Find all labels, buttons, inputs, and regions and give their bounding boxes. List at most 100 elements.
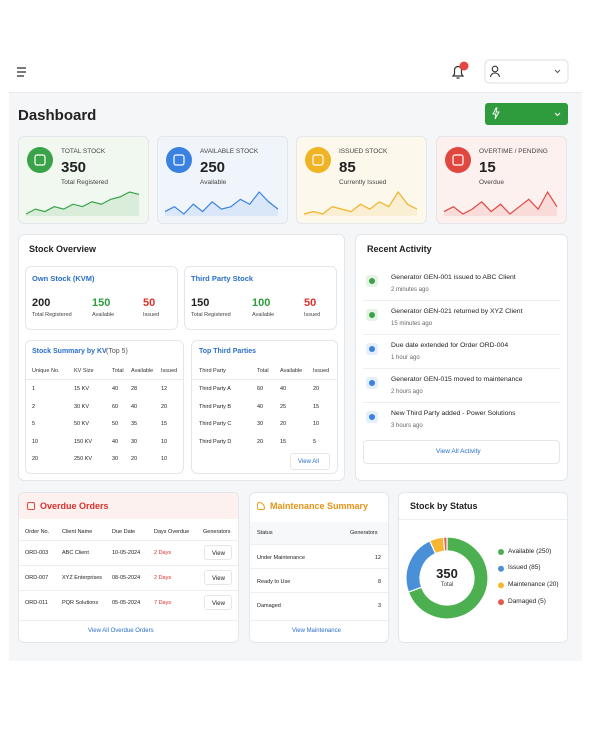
table-cell: 40 — [257, 403, 264, 410]
activity-time: 15 minutes ago — [391, 321, 433, 327]
panel-link[interactable]: View Maintenance — [292, 628, 341, 634]
table-cell: PQR Solutions — [62, 600, 99, 606]
table-cell: 30 — [112, 456, 119, 462]
legend-label: Available (250) — [508, 547, 552, 555]
column-header: Client Name — [62, 529, 93, 535]
stat-icon — [445, 147, 471, 173]
table-cell: 12 — [374, 555, 381, 561]
table-cell: 15 — [280, 439, 287, 446]
menu-icon[interactable] — [17, 67, 26, 77]
column-header: Status — [257, 530, 273, 536]
panel-title: Stock Overview — [29, 244, 97, 254]
column-header: Order No. — [25, 529, 50, 535]
column-header: Available — [131, 368, 154, 374]
table-cell: Damaged — [257, 603, 281, 609]
panel-title: Recent Activity — [367, 244, 432, 254]
view-button[interactable] — [204, 595, 232, 610]
stat-value: 15 — [479, 159, 496, 176]
stat-caption: Total Registered — [61, 179, 108, 186]
table-note: (Top 5) — [106, 348, 128, 355]
view-all-activity-button[interactable] — [363, 440, 560, 464]
stat-icon-glyph — [312, 154, 324, 166]
table-cell: 30 — [131, 438, 138, 445]
table-cell: 15 — [161, 421, 168, 427]
table-cell: Third Party A — [199, 386, 231, 392]
table-cell: 20 — [313, 386, 320, 392]
view-all-button[interactable] — [290, 453, 330, 470]
quick-actions-button[interactable] — [485, 103, 568, 125]
view-button[interactable] — [204, 570, 232, 585]
activity-icon-dot — [369, 278, 375, 284]
table-cell: 30 KV — [74, 403, 89, 410]
user-menu[interactable] — [484, 59, 569, 84]
column-header: Generators — [203, 529, 231, 535]
table-cell: 3 — [377, 603, 381, 609]
table-cell: 15 — [313, 403, 320, 410]
table-cell: ABC Client — [62, 550, 89, 556]
activity-text: Generator GEN-001 issued to ABC Client — [391, 274, 516, 281]
box-title: Own Stock (KVM) — [32, 274, 95, 283]
column-header: Generators — [350, 530, 378, 536]
table-cell: 25 — [280, 403, 287, 410]
table-cell: 150 KV — [74, 438, 93, 445]
stat-number: 100 — [252, 297, 271, 309]
activity-time: 2 minutes ago — [391, 287, 429, 293]
sparkline-area — [304, 192, 417, 216]
sparkline — [164, 191, 279, 215]
table-cell: ORD-007 — [25, 575, 49, 581]
table-cell: 60 — [112, 403, 119, 410]
stat-number: 50 — [143, 297, 156, 309]
table-cell: 50 KV — [74, 421, 89, 427]
column-header: Third Party — [199, 368, 226, 374]
stat-number: 50 — [304, 297, 317, 309]
notification-badge — [459, 61, 469, 71]
table-cell: ORD-003 — [25, 550, 49, 556]
table-cell: 60 — [257, 386, 264, 392]
button-label[interactable]: View All — [298, 459, 319, 465]
table-cell: Third Party B — [199, 403, 232, 410]
table-cell: 12 — [161, 386, 168, 392]
table-cell: 05-05-2024 — [112, 600, 141, 606]
button-label[interactable]: View — [212, 601, 225, 607]
activity-icon-dot — [369, 346, 375, 352]
stat-label: OVERTIME / PENDING — [479, 148, 548, 155]
stat-label: TOTAL STOCK — [61, 148, 106, 155]
table-cell: 10 — [313, 421, 320, 428]
table-divider — [19, 540, 238, 541]
sparkline-area — [165, 192, 278, 216]
table-cell: 20 — [280, 421, 287, 428]
activity-time: 1 hour ago — [391, 355, 420, 361]
view-button[interactable] — [204, 545, 232, 560]
sparkline — [443, 190, 558, 215]
table-cell: 20 — [131, 456, 138, 462]
table-divider — [250, 544, 388, 545]
panel-title: Overdue Orders — [40, 501, 109, 511]
bell-icon[interactable] — [451, 65, 465, 79]
stat-value: 85 — [339, 159, 356, 176]
activity-time: 2 hours ago — [391, 389, 423, 395]
legend-label: Issued (85) — [508, 564, 541, 572]
column-header: Total — [257, 368, 269, 374]
column-header: KV Size — [74, 368, 94, 374]
column-header: Issued — [161, 368, 178, 374]
table-cell: 5 — [32, 421, 36, 427]
table-cell: 10 — [161, 438, 168, 445]
chevron — [554, 69, 561, 74]
table-cell: 08-05-2024 — [112, 575, 141, 581]
column-header: Days Overdue — [154, 529, 190, 535]
button-label[interactable]: View All Activity — [436, 448, 481, 455]
button-label[interactable]: View — [212, 576, 225, 582]
legend-swatch — [498, 565, 504, 572]
panel-footer-divider — [19, 620, 238, 621]
table-title: Stock Summary by KV — [32, 348, 107, 355]
button-label[interactable]: View — [212, 551, 225, 557]
stat-value: 250 — [200, 159, 226, 176]
column-header: Total — [112, 368, 124, 374]
panel-link[interactable]: View All Overdue Orders — [88, 628, 154, 634]
column-header: Available — [280, 368, 303, 374]
table-cell: 30 — [257, 421, 264, 428]
table-divider — [250, 568, 388, 569]
activity-icon-dot — [369, 312, 375, 318]
stat-caption: Overdue — [479, 179, 504, 186]
